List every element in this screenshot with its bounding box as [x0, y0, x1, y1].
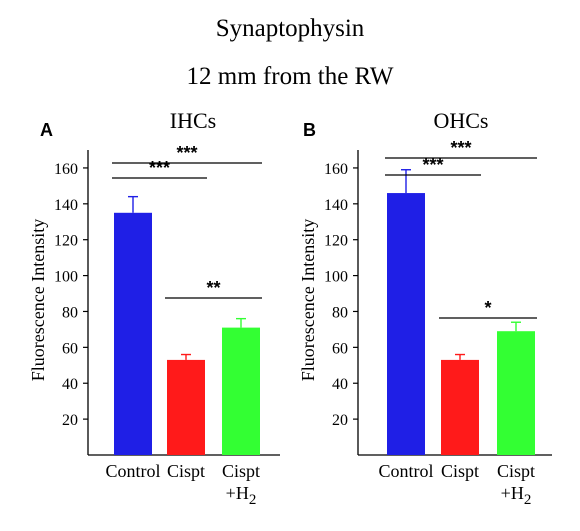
figure-title: Synaptophysin — [216, 15, 365, 42]
y-tick-label: 40 — [332, 376, 348, 393]
y-tick-label: 100 — [54, 269, 78, 286]
bar-cispt — [167, 359, 205, 455]
y-tick-label: 140 — [324, 197, 348, 214]
bar-cispt — [222, 327, 260, 455]
y-tick-label: 60 — [62, 340, 78, 357]
y-tick-label: 160 — [324, 161, 348, 178]
significance-label: * — [484, 298, 491, 318]
panel-a: A IHCs Fluorescence Intensity 20 40 60 80 10… — [28, 108, 280, 508]
bar-cispt — [497, 331, 535, 455]
y-axis-label: Fluorescence Intensity — [298, 219, 318, 381]
x-tick-label: Cispt — [441, 461, 479, 481]
significance-label: *** — [149, 158, 170, 178]
y-tick-label: 20 — [332, 412, 348, 429]
y-tick-label: 40 — [62, 376, 78, 393]
y-tick-label: 120 — [54, 233, 78, 250]
panel-b: B OHCs Fluorescence Intensity 20 40 60 80 10… — [298, 108, 552, 508]
significance-label: *** — [176, 143, 197, 163]
significance-label: *** — [450, 138, 471, 158]
significance-label: ** — [206, 278, 220, 298]
bar-control — [387, 193, 425, 455]
y-tick-label: 60 — [332, 340, 348, 357]
bar-control — [114, 212, 152, 455]
y-tick-label: 80 — [332, 304, 348, 321]
significance-label: *** — [422, 155, 443, 175]
figure-subtitle: 12 mm from the RW — [187, 63, 394, 90]
y-axis-label: Fluorescence Intensity — [28, 219, 48, 381]
y-tick-label: 100 — [324, 269, 348, 286]
panel-title: OHCs — [433, 108, 488, 133]
panel-label: A — [40, 120, 53, 140]
x-tick-label: Control — [378, 461, 433, 481]
x-tick-label: Control — [105, 461, 160, 481]
panel-label: B — [303, 120, 316, 140]
y-tick-label: 20 — [62, 412, 78, 429]
x-tick-label: Cispt — [497, 461, 535, 481]
x-tick-label: Cispt — [167, 461, 205, 481]
y-tick-label: 80 — [62, 304, 78, 321]
panel-title: IHCs — [170, 108, 216, 133]
y-tick-label: 140 — [54, 197, 78, 214]
x-tick-label: +H2 — [501, 483, 532, 508]
y-tick-label: 120 — [324, 233, 348, 250]
x-tick-label: Cispt — [222, 461, 260, 481]
y-tick-label: 160 — [54, 161, 78, 178]
x-tick-label: +H2 — [226, 483, 257, 508]
bar-cispt — [441, 359, 479, 455]
